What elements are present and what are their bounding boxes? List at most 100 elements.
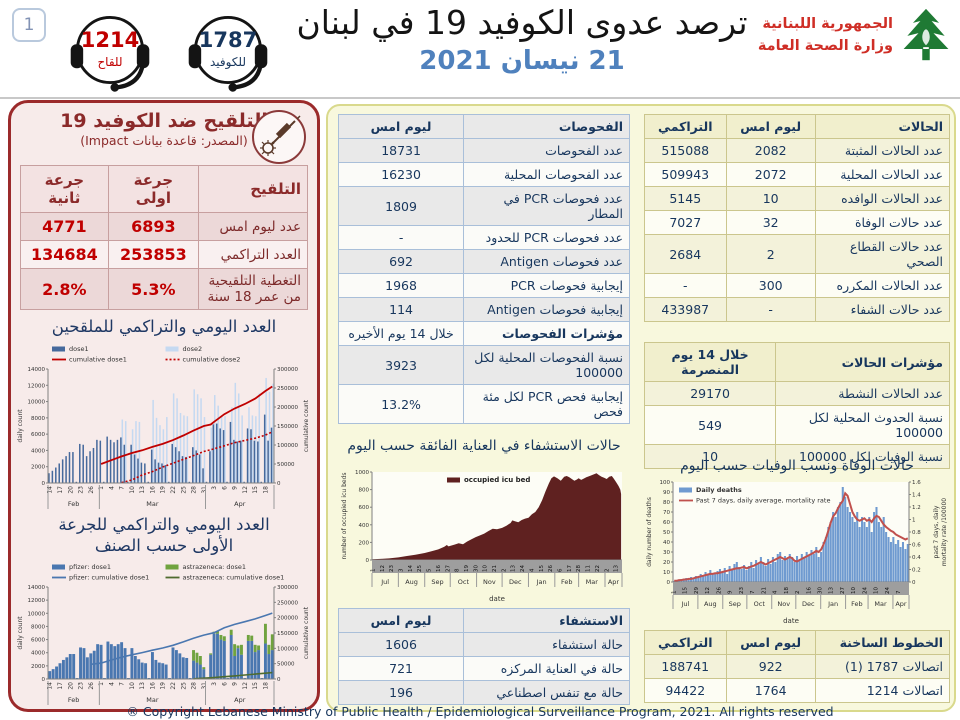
svg-text:mortality rate /100000: mortality rate /100000 bbox=[941, 498, 948, 566]
svg-text:pfizer: dose1: pfizer: dose1 bbox=[69, 563, 111, 571]
svg-text:100: 100 bbox=[660, 480, 671, 486]
svg-text:20: 20 bbox=[67, 682, 74, 690]
hotline-vaccine-number: 1214 bbox=[80, 28, 140, 52]
ministry-name: الجمهورية اللبنانية وزارة الصحة العامة bbox=[758, 13, 893, 58]
svg-text:2: 2 bbox=[604, 569, 610, 573]
svg-text:Mar: Mar bbox=[146, 500, 159, 508]
svg-text:4: 4 bbox=[773, 590, 779, 594]
hotline-vaccine: 1214 للقاح bbox=[58, 4, 162, 96]
svg-text:14: 14 bbox=[47, 682, 54, 690]
svg-text:250000: 250000 bbox=[277, 600, 298, 606]
svg-text:70: 70 bbox=[663, 510, 670, 516]
svg-text:4000: 4000 bbox=[31, 448, 45, 454]
table-cell: نسبة الوفيات لكل 100000 bbox=[775, 444, 950, 469]
svg-text:14: 14 bbox=[408, 565, 414, 572]
svg-text:Dec: Dec bbox=[802, 600, 815, 608]
svg-text:2: 2 bbox=[501, 569, 507, 573]
svg-text:10: 10 bbox=[663, 570, 670, 576]
svg-text:3: 3 bbox=[211, 486, 218, 490]
table-cell: 1606 bbox=[337, 632, 465, 657]
table-row: عدد حالات القطاع الصحي 2 2684 bbox=[644, 234, 951, 274]
svg-text:19: 19 bbox=[464, 565, 470, 572]
ministry-line2: وزارة الصحة العامة bbox=[757, 38, 893, 54]
svg-text:13: 13 bbox=[614, 565, 620, 572]
svg-text:250000: 250000 bbox=[277, 386, 298, 392]
table-cell: عدد حالات الوفاة bbox=[814, 210, 951, 235]
svg-text:0: 0 bbox=[277, 677, 281, 683]
table-cell: 5.3% bbox=[107, 268, 199, 310]
svg-text:0.6: 0.6 bbox=[912, 543, 921, 549]
table-cell: 5145 bbox=[644, 186, 727, 211]
table-cell: 2684 bbox=[644, 234, 727, 274]
svg-text:100000: 100000 bbox=[277, 646, 298, 652]
svg-text:9: 9 bbox=[232, 682, 239, 686]
svg-text:Feb: Feb bbox=[561, 578, 573, 586]
table-cell: 18731 bbox=[337, 138, 465, 163]
svg-text:26: 26 bbox=[88, 682, 95, 690]
column-header: الفحوصات bbox=[463, 114, 630, 139]
table-cell: - bbox=[337, 225, 465, 250]
first-dose-brand-chart-title: العدد اليومي والتراكمي للجرعة الأولى حسب… bbox=[58, 515, 270, 555]
table-cell: 16230 bbox=[337, 162, 465, 187]
svg-text:Apr: Apr bbox=[234, 500, 246, 508]
svg-text:0.8: 0.8 bbox=[912, 530, 921, 536]
table-header-row: التلقيح جرعة اولى جرعة ثانية bbox=[20, 165, 309, 213]
svg-text:31: 31 bbox=[201, 682, 208, 690]
svg-text:10: 10 bbox=[874, 587, 880, 594]
svg-text:cumulative dose2: cumulative dose2 bbox=[183, 356, 241, 364]
table-row: عدد الحالات النشطة 29170 bbox=[643, 381, 950, 406]
ministry-line1: الجمهورية اللبنانية bbox=[762, 15, 893, 32]
table-cell: نسبة الحدوث المحلية لكل 100000 bbox=[775, 405, 950, 445]
svg-text:18: 18 bbox=[784, 587, 790, 594]
svg-text:daily count: daily count bbox=[17, 409, 24, 443]
column-header: الخطوط الساخنة bbox=[814, 630, 951, 655]
svg-text:18: 18 bbox=[262, 682, 269, 690]
svg-text:300000: 300000 bbox=[277, 367, 298, 373]
table-cell: 29170 bbox=[643, 381, 777, 406]
svg-text:100000: 100000 bbox=[277, 443, 298, 449]
table-cell: عدد فحوصات Antigen bbox=[463, 249, 630, 274]
svg-text:1.6: 1.6 bbox=[912, 480, 921, 486]
svg-text:300000: 300000 bbox=[277, 585, 298, 591]
svg-text:50000: 50000 bbox=[277, 662, 295, 668]
svg-text:2: 2 bbox=[795, 591, 801, 595]
svg-text:27: 27 bbox=[840, 587, 846, 594]
svg-text:12: 12 bbox=[380, 565, 386, 572]
svg-text:Jul: Jul bbox=[681, 600, 690, 608]
table: التلقيح جرعة اولى جرعة ثانية عدد ليوم امس 68… bbox=[20, 165, 309, 310]
svg-text:cumulative count: cumulative count bbox=[303, 399, 310, 452]
table-row: عدد الحالات المثبتة 2082 515088 bbox=[644, 138, 951, 163]
svg-text:30: 30 bbox=[817, 587, 823, 594]
svg-text:16: 16 bbox=[149, 682, 156, 690]
svg-text:0: 0 bbox=[42, 481, 46, 487]
table-cell: - bbox=[725, 297, 816, 322]
table: مؤشرات الحالات خلال 14 يوم المنصرمة عدد ال… bbox=[643, 342, 950, 469]
table-cell: إيجابية فحوصات PCR bbox=[463, 273, 630, 298]
svg-text:9: 9 bbox=[232, 486, 239, 490]
table-cell: 134684 bbox=[20, 240, 109, 269]
svg-text:cumulative count: cumulative count bbox=[303, 606, 310, 659]
svg-text:1: 1 bbox=[98, 682, 105, 686]
svg-text:50: 50 bbox=[663, 530, 670, 536]
svg-text:17: 17 bbox=[57, 486, 64, 494]
vaccination-panel: التلقيح ضد الكوفيد 19 (المصدر: قاعدة بيا… bbox=[8, 100, 320, 712]
table-row: العدد التراكمي 253853 134684 bbox=[20, 240, 309, 269]
cases-table: الحالات ليوم امس التراكمي عدد الحالات المثب… bbox=[644, 114, 951, 322]
svg-text:14000: 14000 bbox=[28, 367, 46, 373]
svg-text:200000: 200000 bbox=[277, 616, 298, 622]
svg-text:0: 0 bbox=[366, 558, 370, 564]
svg-text:16: 16 bbox=[806, 587, 812, 594]
table-cell: 549 bbox=[643, 405, 777, 445]
svg-text:4000: 4000 bbox=[31, 651, 45, 657]
tests-table: الفحوصات ليوم امس عدد الفحوصات 18731 عدد الف… bbox=[337, 114, 630, 424]
svg-text:22: 22 bbox=[595, 565, 601, 572]
svg-text:4: 4 bbox=[529, 568, 535, 572]
daily-deaths-mortality-chart: 0 10 20 30 40 50 60 70 80 90 100 0 0.2 0.4 0.6 0.8 1 1.2 1… bbox=[646, 480, 948, 625]
hotline-covid-label: للكوفيد bbox=[209, 55, 247, 69]
svg-text:13: 13 bbox=[139, 682, 146, 690]
svg-text:15: 15 bbox=[539, 565, 545, 572]
svg-text:12000: 12000 bbox=[28, 598, 46, 604]
svg-text:7: 7 bbox=[896, 590, 902, 594]
table-cell: 433987 bbox=[644, 297, 727, 322]
